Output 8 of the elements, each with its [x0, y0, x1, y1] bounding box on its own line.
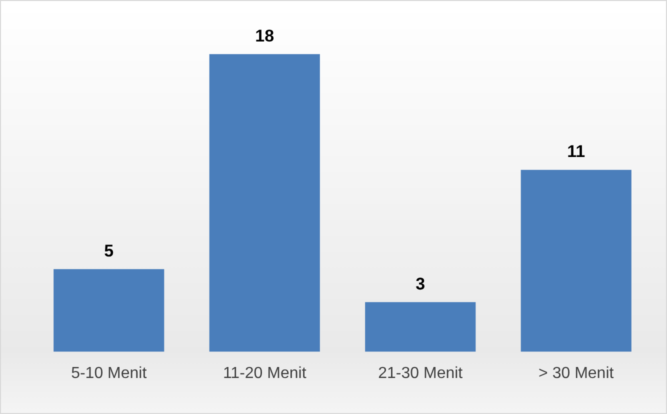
- x-tick-label: 11-20 Menit: [222, 364, 307, 382]
- data-label: 5: [104, 241, 114, 260]
- data-label: 3: [416, 274, 426, 294]
- x-tick-label: > 30 Menit: [538, 364, 614, 382]
- x-tick-label: 21-30 Menit: [378, 364, 464, 382]
- x-tick-label: 5-10 Menit: [71, 364, 148, 382]
- data-label: 11: [567, 142, 586, 162]
- data-label: 18: [255, 26, 274, 46]
